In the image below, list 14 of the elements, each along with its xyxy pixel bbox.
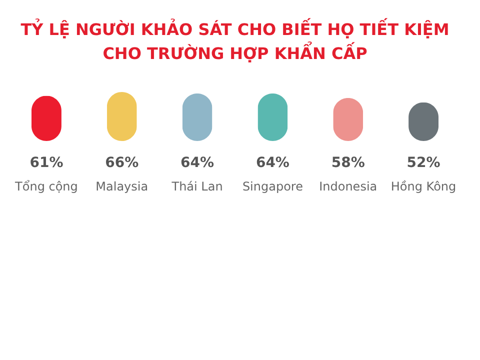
x-tick-label: Tổng cộng bbox=[14, 180, 78, 194]
data-label: 64% bbox=[180, 155, 214, 171]
x-tick-label: Thái Lan bbox=[170, 180, 223, 194]
text: TỶ LỆ NGƯỜI KHẢO SÁT CHO BIẾT HỌ TIẾT KIỆM bbox=[20, 20, 450, 39]
x-tick-label: Hồng Kông bbox=[390, 180, 456, 194]
x-tick-label: Singapore bbox=[242, 180, 303, 194]
data-label: 52% bbox=[406, 155, 440, 171]
text: CHO TRƯỜNG HỢP KHẨN CẤP bbox=[102, 44, 368, 63]
data-label: 58% bbox=[331, 155, 365, 171]
x-tick-label: Indonesia bbox=[319, 180, 378, 194]
data-label: 66% bbox=[105, 155, 139, 171]
x-tick-label: Malaysia bbox=[96, 180, 148, 194]
data-label: 61% bbox=[30, 155, 64, 171]
data-label: 64% bbox=[256, 155, 290, 171]
